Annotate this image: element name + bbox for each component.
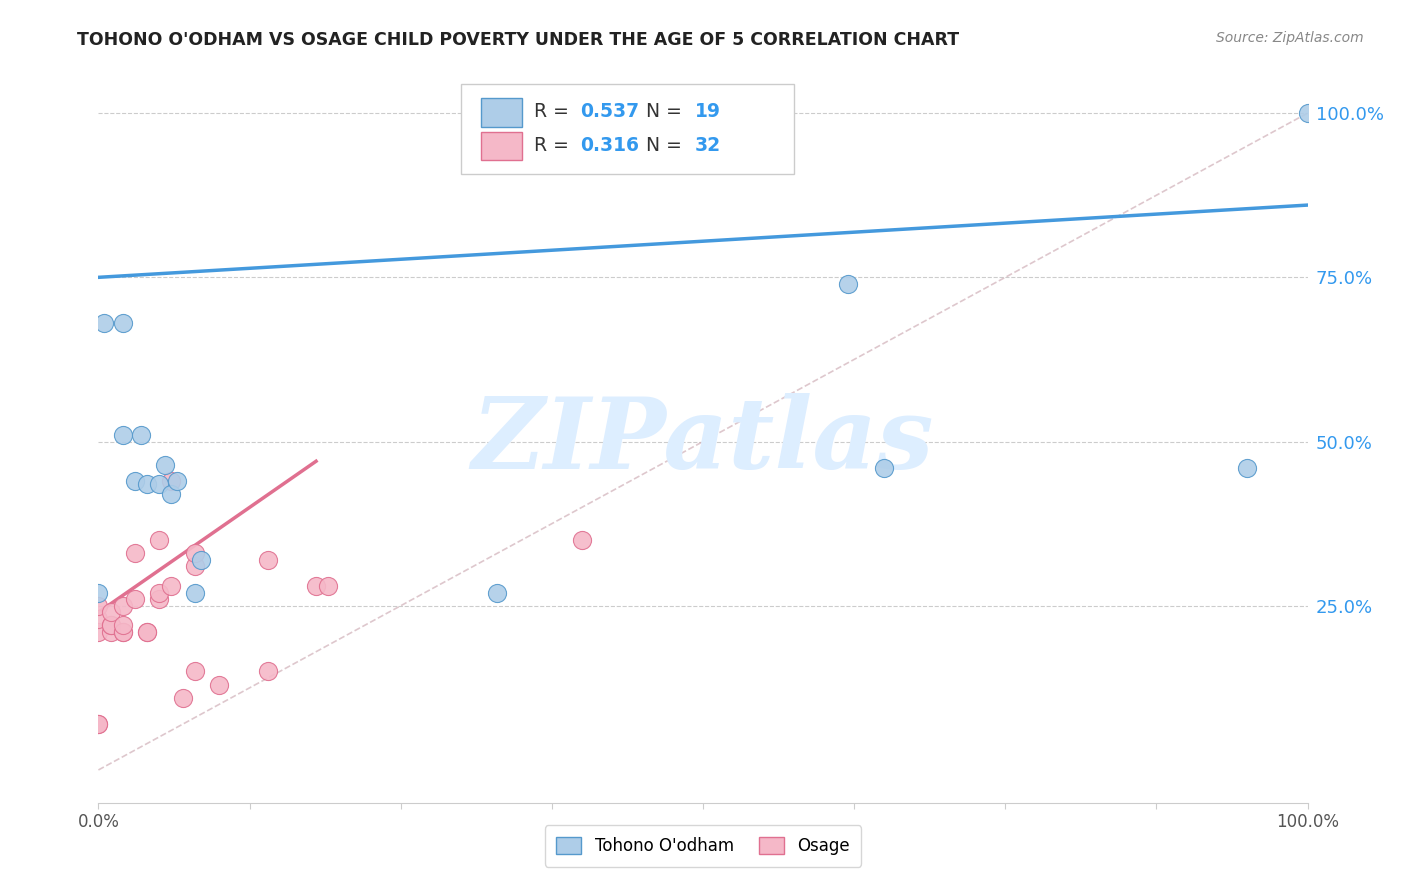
Point bbox=[124, 592, 146, 607]
Text: 0.537: 0.537 bbox=[579, 102, 638, 120]
Point bbox=[160, 487, 183, 501]
Point bbox=[111, 316, 134, 330]
FancyBboxPatch shape bbox=[461, 84, 793, 174]
Point bbox=[111, 625, 134, 640]
Text: ZIPatlas: ZIPatlas bbox=[472, 393, 934, 490]
FancyBboxPatch shape bbox=[481, 132, 522, 161]
Point bbox=[1296, 106, 1319, 120]
Point bbox=[129, 428, 152, 442]
Point bbox=[486, 585, 509, 599]
Point bbox=[190, 553, 212, 567]
Point bbox=[184, 546, 207, 560]
Point bbox=[316, 579, 339, 593]
Point bbox=[208, 677, 231, 691]
Point bbox=[172, 690, 194, 705]
Point bbox=[184, 585, 207, 599]
Point bbox=[100, 625, 122, 640]
Point bbox=[124, 474, 146, 488]
Point bbox=[100, 618, 122, 632]
Text: R =: R = bbox=[534, 102, 568, 120]
Text: 19: 19 bbox=[695, 102, 720, 120]
Point bbox=[184, 559, 207, 574]
Point bbox=[166, 474, 188, 488]
Point bbox=[160, 579, 183, 593]
Point bbox=[100, 618, 122, 632]
Point bbox=[148, 585, 170, 599]
Point bbox=[256, 665, 278, 679]
Text: N =: N = bbox=[647, 102, 682, 120]
Point bbox=[305, 579, 328, 593]
Point bbox=[135, 625, 157, 640]
Point bbox=[111, 599, 134, 613]
Point bbox=[135, 477, 157, 491]
Point bbox=[87, 717, 110, 731]
Point bbox=[148, 592, 170, 607]
Point bbox=[1236, 460, 1258, 475]
Point bbox=[256, 553, 278, 567]
Point bbox=[87, 717, 110, 731]
Text: N =: N = bbox=[647, 136, 682, 155]
Point bbox=[148, 533, 170, 547]
Point bbox=[873, 460, 896, 475]
Point bbox=[87, 585, 110, 599]
Point bbox=[153, 458, 176, 472]
Point bbox=[837, 277, 859, 291]
Point bbox=[93, 316, 115, 330]
Text: TOHONO O'ODHAM VS OSAGE CHILD POVERTY UNDER THE AGE OF 5 CORRELATION CHART: TOHONO O'ODHAM VS OSAGE CHILD POVERTY UN… bbox=[77, 31, 959, 49]
Legend: Tohono O'odham, Osage: Tohono O'odham, Osage bbox=[544, 825, 862, 867]
FancyBboxPatch shape bbox=[481, 97, 522, 127]
Point bbox=[148, 477, 170, 491]
Point bbox=[111, 625, 134, 640]
Point bbox=[124, 546, 146, 560]
Point bbox=[571, 533, 593, 547]
Text: 32: 32 bbox=[695, 136, 721, 155]
Text: R =: R = bbox=[534, 136, 568, 155]
Point bbox=[87, 625, 110, 640]
Point bbox=[111, 618, 134, 632]
Point bbox=[160, 474, 183, 488]
Point bbox=[135, 625, 157, 640]
Point bbox=[87, 612, 110, 626]
Point bbox=[100, 605, 122, 619]
Point bbox=[87, 599, 110, 613]
Text: 0.316: 0.316 bbox=[579, 136, 638, 155]
Point bbox=[111, 428, 134, 442]
Point bbox=[184, 665, 207, 679]
Text: Source: ZipAtlas.com: Source: ZipAtlas.com bbox=[1216, 31, 1364, 45]
